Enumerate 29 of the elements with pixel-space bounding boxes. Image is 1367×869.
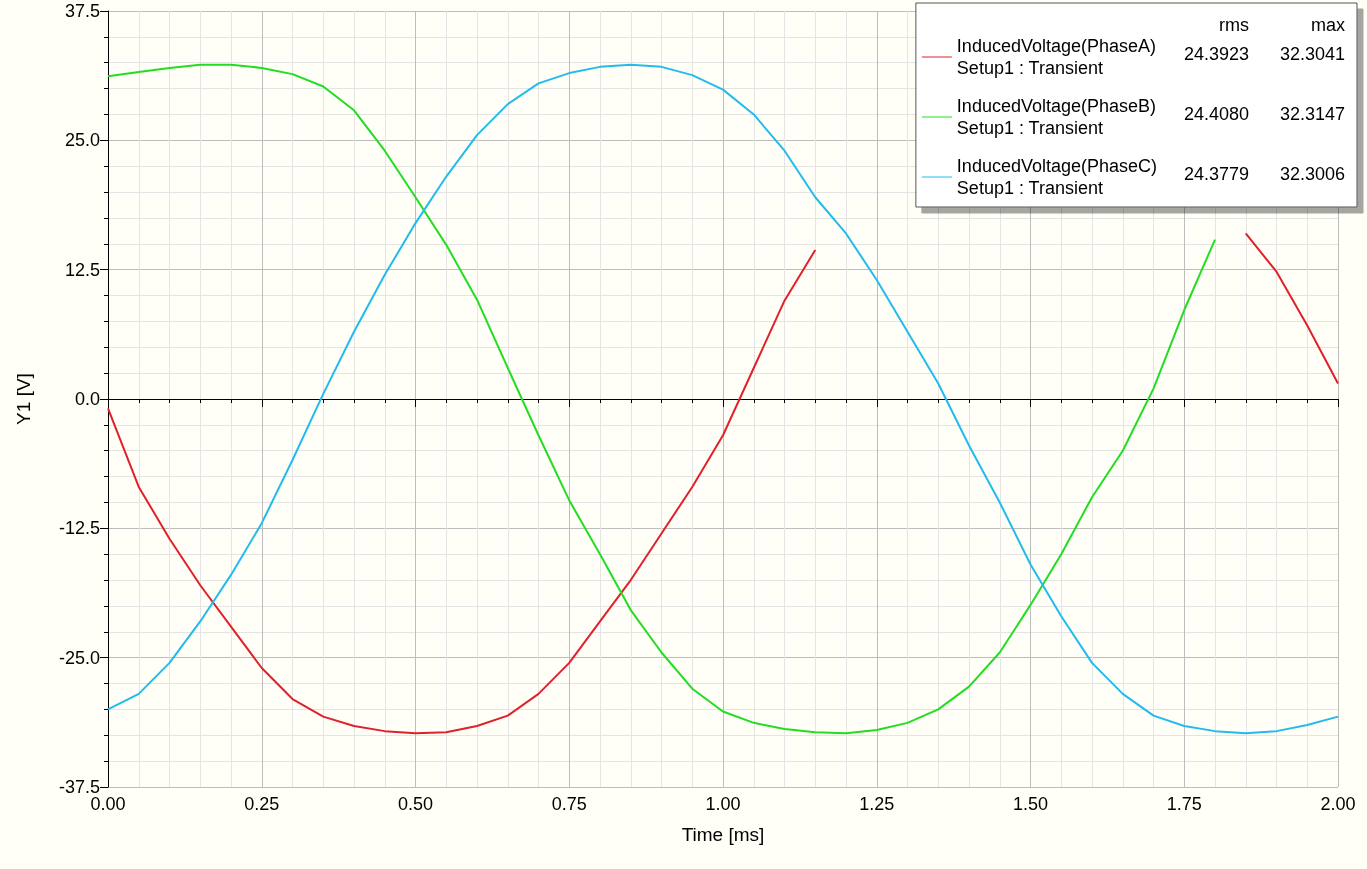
x-tick-label: 1.75 <box>1166 794 1202 814</box>
x-tick-label: 0.00 <box>90 794 126 814</box>
y-tick-label: 0.0 <box>74 389 100 409</box>
y-tick-label: 25.0 <box>64 130 100 151</box>
annotation: max <box>1311 15 1346 35</box>
x-tick-label: 1.00 <box>705 794 741 814</box>
y-tick-label: -37.5 <box>58 777 100 797</box>
annotation: 24.3779 <box>1183 164 1250 184</box>
y-tick-label: 37.5 <box>64 1 100 21</box>
x-tick-label: 0.25 <box>244 794 280 814</box>
y-tick-label: 12.5 <box>64 259 100 280</box>
legend-label: InducedVoltage(PhaseA) Setup1 : Transient <box>956 36 1157 78</box>
annotation: 32.3147 <box>1279 104 1346 124</box>
x-tick-label: 2.00 <box>1320 794 1356 814</box>
x-axis-title: Time [ms] <box>681 824 765 845</box>
x-tick-label: 1.50 <box>1012 794 1049 814</box>
legend-label: InducedVoltage(PhaseB) Setup1 : Transient <box>956 96 1157 138</box>
x-tick-label: 1.25 <box>859 794 895 814</box>
x-tick-label: 0.50 <box>397 794 434 814</box>
annotation: 32.3006 <box>1279 164 1346 184</box>
annotation: rms <box>1219 15 1250 35</box>
legend-label: InducedVoltage(PhaseC) Setup1 : Transient <box>956 156 1157 198</box>
y-axis-title: Y1 [V] <box>13 373 34 425</box>
y-tick-label: -12.5 <box>58 518 100 539</box>
y-tick-label: -25.0 <box>58 647 100 668</box>
annotation: 24.4080 <box>1183 104 1250 124</box>
x-tick-label: 0.75 <box>551 794 587 814</box>
annotation: 24.3923 <box>1183 44 1250 64</box>
annotation: 32.3041 <box>1279 44 1346 64</box>
